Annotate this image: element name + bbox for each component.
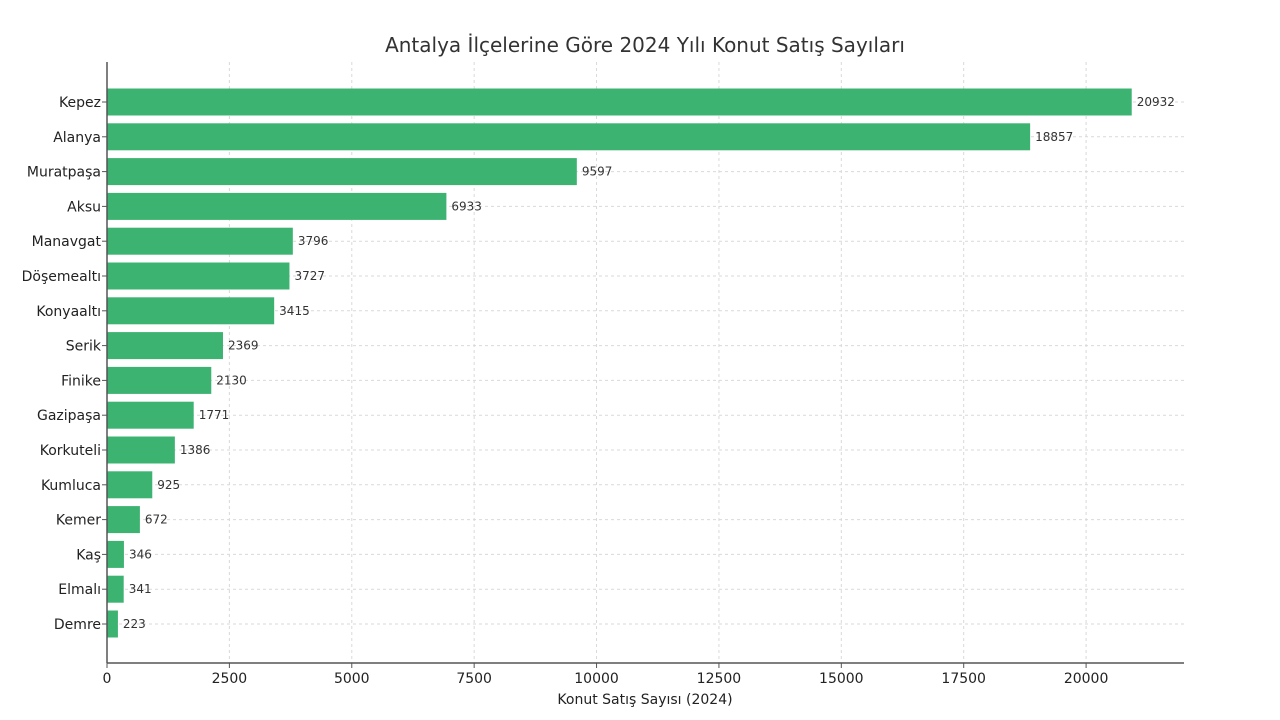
x-tick-label: 2500: [212, 671, 248, 687]
bar-korkuteli: [107, 436, 175, 464]
category-label: Döşemealtı: [22, 269, 101, 285]
value-label: 2130: [216, 373, 247, 387]
value-labels: 20932 18857 9597 6933 3796 3727 3415 2369 2130 17…: [123, 95, 1175, 631]
bar-manavgat: [107, 227, 293, 255]
value-label: 1771: [199, 408, 230, 422]
category-label: Serik: [66, 339, 102, 355]
bar-kepez: [107, 88, 1132, 116]
x-tick-label: 0: [103, 671, 112, 687]
value-label: 925: [157, 478, 180, 492]
category-label: Demre: [54, 617, 101, 633]
bar-alanya: [107, 123, 1031, 151]
value-label: 341: [129, 582, 152, 596]
bars: [107, 88, 1132, 638]
bar-kumluca: [107, 471, 153, 499]
bar-finike: [107, 366, 212, 394]
value-label: 9597: [582, 165, 613, 179]
value-label: 3415: [279, 304, 310, 318]
value-label: 18857: [1035, 130, 1073, 144]
grid: [107, 62, 1184, 663]
x-tick-label: 20000: [1064, 671, 1109, 687]
value-label: 672: [145, 513, 168, 527]
bar-kemer: [107, 506, 140, 534]
value-label: 6933: [451, 199, 482, 213]
x-tick-label: 12500: [697, 671, 742, 687]
x-tick-label: 17500: [941, 671, 986, 687]
bar-serik: [107, 332, 223, 360]
bar-döşemealtı: [107, 262, 290, 290]
category-label: Finike: [61, 373, 101, 389]
x-tick-label: 15000: [819, 671, 864, 687]
bar-elmalı: [107, 575, 124, 603]
x-tick-label: 5000: [334, 671, 370, 687]
category-label: Konyaaltı: [36, 304, 101, 320]
value-label: 2369: [228, 339, 259, 353]
value-label: 20932: [1137, 95, 1175, 109]
chart-title: Antalya İlçelerine Göre 2024 Yılı Konut …: [385, 33, 905, 57]
x-tick-label: 10000: [574, 671, 619, 687]
x-ticks: 0 2500 5000 7500 10000 12500 15000 17500 20000: [103, 663, 1109, 687]
bar-konyaaltı: [107, 297, 275, 325]
value-label: 346: [129, 547, 152, 561]
x-axis-label: Konut Satış Sayısı (2024): [557, 692, 732, 708]
category-label: Aksu: [67, 199, 101, 215]
category-label: Manavgat: [32, 234, 102, 250]
category-label: Kepez: [59, 95, 101, 111]
bar-muratpaşa: [107, 158, 577, 186]
bar-aksu: [107, 192, 447, 220]
category-label: Elmalı: [58, 582, 101, 598]
category-label: Kumluca: [41, 478, 101, 494]
category-label: Korkuteli: [40, 443, 101, 459]
value-label: 1386: [180, 443, 211, 457]
value-label: 3727: [294, 269, 325, 283]
bar-gazipaşa: [107, 401, 194, 429]
category-label: Alanya: [53, 130, 101, 146]
category-labels: Kepez Alanya Muratpaşa Aksu Manavgat Döşemeal…: [22, 95, 107, 633]
value-label: 3796: [298, 234, 329, 248]
bar-kaş: [107, 540, 124, 568]
value-label: 223: [123, 617, 146, 631]
x-tick-label: 7500: [456, 671, 492, 687]
category-label: Muratpaşa: [27, 165, 101, 181]
category-label: Gazipaşa: [37, 408, 101, 424]
category-label: Kaş: [76, 547, 101, 563]
bar-demre: [107, 610, 118, 638]
category-label: Kemer: [56, 513, 101, 529]
